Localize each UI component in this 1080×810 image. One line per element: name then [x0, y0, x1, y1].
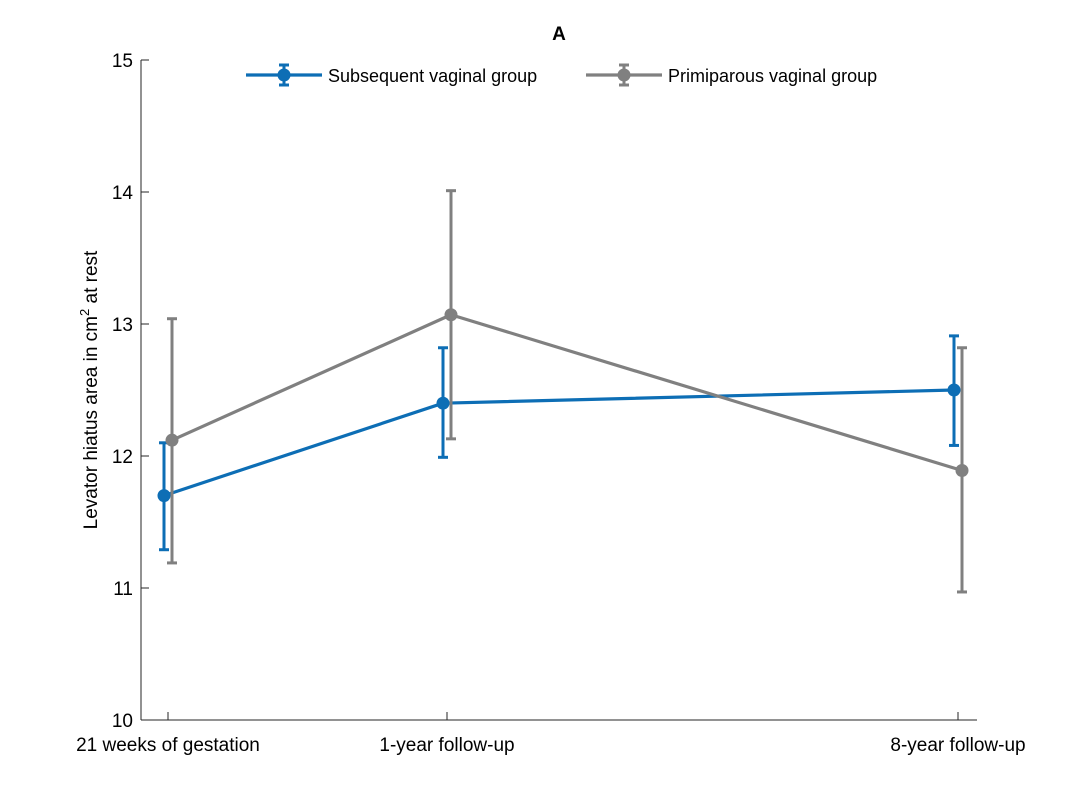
- data-point: [955, 464, 969, 478]
- x-tick-label: 1-year follow-up: [379, 735, 514, 756]
- legend-marker: [277, 68, 291, 82]
- legend-marker: [617, 68, 631, 82]
- legend-label: Primiparous vaginal group: [668, 66, 877, 86]
- data-point: [444, 308, 458, 322]
- y-tick-label: 12: [112, 447, 133, 468]
- chart-title: A: [552, 24, 566, 45]
- data-point: [165, 433, 179, 447]
- y-tick-label: 14: [112, 183, 134, 204]
- data-point: [157, 489, 171, 503]
- legend-item-2: Primiparous vaginal group: [586, 63, 877, 87]
- y-tick-label: 11: [113, 579, 133, 600]
- series-line: [163, 388, 955, 498]
- y-axis-label-main: Levator hiatus area in cm: [81, 316, 102, 529]
- data-point: [436, 396, 450, 410]
- x-tick-label: 8-year follow-up: [890, 735, 1025, 756]
- y-axis-label-suffix: at rest: [81, 250, 102, 309]
- series-layer: [157, 189, 969, 594]
- axes: 10 11 12 13 14 15 21 weeks of gestation 1-year …: [76, 51, 1025, 756]
- legend-item-1: Subsequent vaginal group: [246, 63, 537, 87]
- y-axis-label-superscript: 2: [77, 309, 92, 316]
- series-1: [157, 334, 961, 552]
- series-2: [165, 189, 969, 594]
- y-tick-label: 13: [112, 315, 133, 336]
- legend: Subsequent vaginal group Primiparous vagi…: [246, 63, 877, 87]
- data-point: [947, 383, 961, 397]
- y-axis-label: Levator hiatus area in cm2 at rest: [77, 250, 102, 529]
- y-tick-label: 10: [112, 711, 133, 732]
- legend-label: Subsequent vaginal group: [328, 66, 537, 86]
- y-tick-label: 15: [112, 51, 133, 72]
- x-tick-label: 21 weeks of gestation: [76, 735, 260, 756]
